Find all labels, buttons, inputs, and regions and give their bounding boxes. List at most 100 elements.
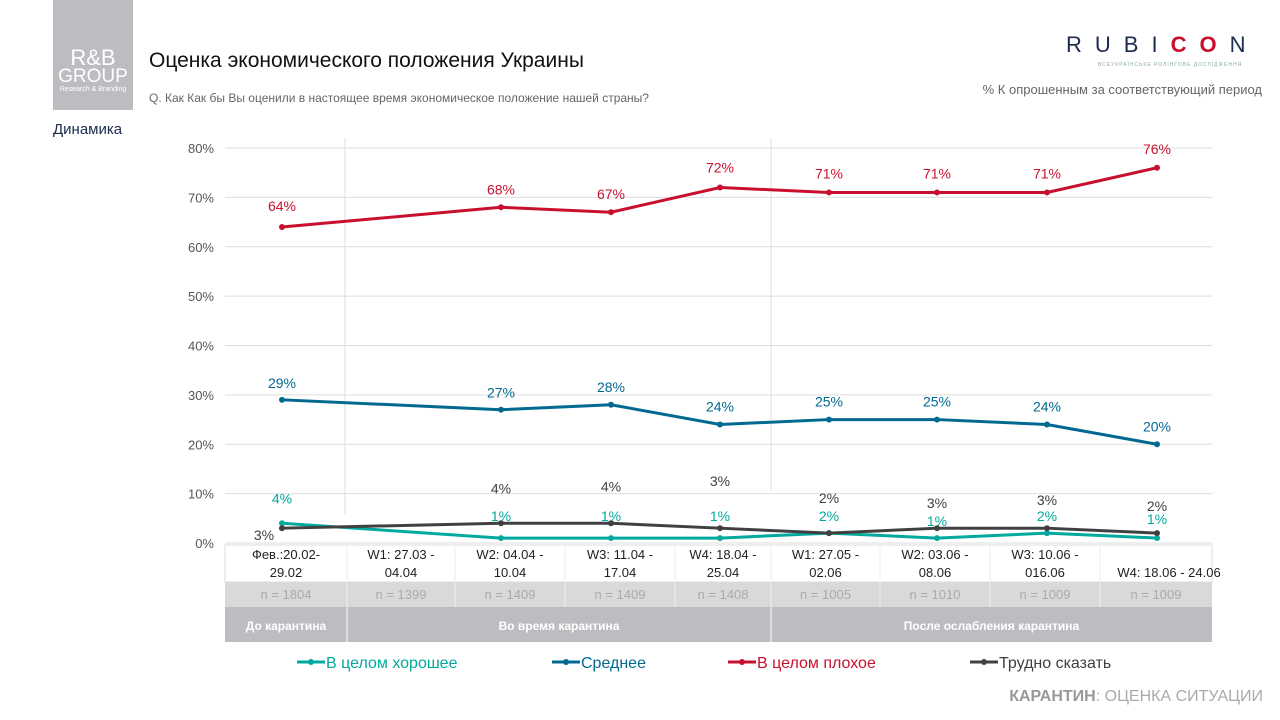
period-label: После ослабления карантина [904,619,1080,633]
legend-label: Среднее [581,655,646,672]
data-point [498,204,504,211]
series-line-3 [281,521,1158,535]
data-point [934,535,940,542]
data-point [279,525,285,532]
data-label: 27% [487,385,515,401]
data-point [934,416,940,423]
period-label: До карантина [246,619,327,633]
data-point [608,209,614,216]
data-label: 25% [815,394,843,410]
data-point [1044,525,1050,532]
data-point [934,189,940,196]
y-tick-label: 20% [188,437,214,452]
data-point [717,535,723,542]
sample-size: n = 1005 [800,587,851,602]
category-label: 25.04 [707,565,740,580]
data-label: 2% [819,508,839,524]
rubicon-logo: RUBICON [1066,32,1259,57]
category-label: 016.06 [1025,565,1065,580]
category-label: W4: 18.04 - [689,547,756,562]
y-tick-label: 40% [188,339,214,354]
logo-line: R&B [70,45,116,70]
data-point [1154,164,1160,171]
data-label: 28% [597,379,625,395]
data-point [1154,530,1160,537]
logo-line: GROUP [58,66,128,87]
rb-group-logo: R&B GROUP Research & Branding [53,0,133,110]
category-label: 08.06 [919,565,952,580]
data-label: 67% [597,186,625,202]
data-point [1044,189,1050,196]
series-line-2 [281,166,1158,229]
data-point [498,520,504,527]
y-tick-label: 10% [188,487,214,502]
data-label: 1% [927,513,947,529]
legend-marker [981,659,987,665]
y-tick-label: 0% [195,536,214,551]
category-label: W3: 11.04 - [587,547,653,562]
period-row [225,607,1212,642]
sample-size: n = 1009 [1020,587,1071,602]
sample-size: n = 1408 [698,587,749,602]
data-point [717,525,723,532]
data-point [826,189,832,196]
data-label: 3% [1037,492,1057,508]
data-point [608,535,614,542]
data-point [279,224,285,230]
data-label: 3% [927,495,947,511]
sample-size: n = 1009 [1131,587,1182,602]
data-label: 76% [1143,141,1171,157]
category-label: W2: 03.06 - [901,547,968,562]
data-label: 24% [1033,399,1061,415]
series-line-1 [281,398,1158,446]
category-label: W2: 04.04 - [476,547,543,562]
sample-size: n = 1010 [910,587,961,602]
data-label: 71% [1033,165,1061,181]
rubicon-subtitle: ВСЕУКРАЇНСЬКЕ РОЛІНГОВЕ ДОСЛІДЖЕННЯ [1098,62,1243,68]
data-label: 29% [268,375,296,391]
data-point [717,184,723,191]
data-point [1044,530,1050,537]
data-label: 1% [710,508,730,524]
question-text: Q. Как Как бы Вы оценили в настоящее вре… [149,91,649,105]
category-label: W4: 18.06 - 24.06 [1117,565,1220,580]
data-point [1044,421,1050,428]
data-label: 2% [819,490,839,506]
data-point [608,520,614,527]
category-label: 10.04 [494,565,527,580]
sample-size: n = 1804 [261,587,312,602]
data-point [279,396,285,403]
legend-marker [563,659,569,665]
period-label: Во время карантина [499,619,620,633]
data-point [934,525,940,532]
data-label: 3% [254,527,274,543]
data-label: 25% [923,394,951,410]
data-label: 24% [706,399,734,415]
y-tick-label: 80% [188,141,214,156]
data-point [826,530,832,537]
y-tick-label: 30% [188,388,214,403]
footer-bold: КАРАНТИН [1009,688,1096,705]
footer-rest: : ОЦЕНКА СИТУАЦИИ [1095,688,1263,705]
legend-label: В целом хорошее [326,655,458,672]
date-row [224,544,1213,583]
category-label: 29.02 [270,565,303,580]
data-label: 68% [487,181,515,197]
y-tick-label: 70% [188,190,214,205]
data-label: 1% [491,508,511,524]
data-point [498,535,504,542]
data-label: 72% [706,160,734,176]
category-label: W1: 27.05 - [792,547,859,562]
legend-label: Трудно сказать [999,655,1111,672]
data-point [608,401,614,408]
data-label: 71% [815,165,843,181]
category-label: 02.06 [809,565,842,580]
page-title: Оценка экономического положения Украины [149,49,584,72]
data-label: 1% [601,508,621,524]
legend-marker [739,659,745,665]
logo-line: Research & Branding [59,86,127,93]
legend-marker [308,659,314,665]
sample-size: n = 1409 [485,587,536,602]
data-label: 4% [491,480,511,496]
